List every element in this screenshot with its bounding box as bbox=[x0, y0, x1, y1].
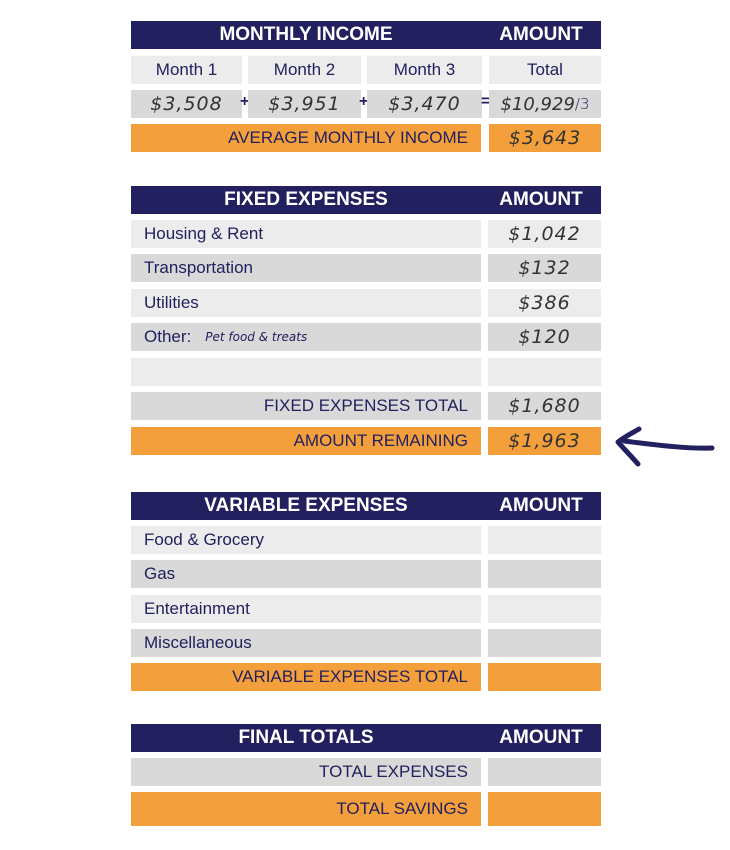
variable-item-gas: Gas bbox=[131, 560, 481, 588]
fixed-amount-header: AMOUNT bbox=[481, 186, 601, 214]
fixed-value-housing[interactable]: $1,042 bbox=[488, 220, 601, 248]
month-1-label: Month 1 bbox=[131, 56, 242, 84]
fixed-item-transportation: Transportation bbox=[131, 254, 481, 282]
final-header: FINAL TOTALS bbox=[131, 724, 481, 752]
arrow-left-icon bbox=[615, 426, 715, 467]
average-income-value[interactable]: $3,643 bbox=[489, 124, 601, 152]
variable-item-food: Food & Grocery bbox=[131, 526, 481, 554]
plus-sign: + bbox=[240, 93, 250, 110]
final-amount-header: AMOUNT bbox=[481, 724, 601, 752]
variable-value-misc[interactable] bbox=[488, 629, 601, 657]
average-income-label: AVERAGE MONTHLY INCOME bbox=[131, 124, 481, 152]
fixed-item-utilities: Utilities bbox=[131, 289, 481, 317]
variable-amount-header: AMOUNT bbox=[481, 492, 601, 520]
variable-total-value[interactable] bbox=[488, 663, 601, 691]
amount-remaining-value[interactable]: $1,963 bbox=[488, 427, 601, 455]
plus-sign: + bbox=[359, 93, 369, 110]
other-label: Other: bbox=[144, 327, 192, 346]
income-header: MONTHLY INCOME bbox=[131, 21, 481, 49]
fixed-item-blank[interactable] bbox=[131, 358, 481, 386]
fixed-item-housing: Housing & Rent bbox=[131, 220, 481, 248]
fixed-value-other[interactable]: $120 bbox=[488, 323, 601, 351]
variable-value-gas[interactable] bbox=[488, 560, 601, 588]
month-2-label: Month 2 bbox=[248, 56, 361, 84]
fixed-value-transportation[interactable]: $132 bbox=[488, 254, 601, 282]
variable-item-entertainment: Entertainment bbox=[131, 595, 481, 623]
other-note[interactable]: Pet food & treats bbox=[205, 330, 308, 344]
variable-item-misc: Miscellaneous bbox=[131, 629, 481, 657]
variable-header: VARIABLE EXPENSES bbox=[131, 492, 481, 520]
income-amount-header: AMOUNT bbox=[481, 21, 601, 49]
fixed-total-label: FIXED EXPENSES TOTAL bbox=[131, 392, 481, 420]
fixed-value-blank[interactable] bbox=[488, 358, 601, 386]
total-savings-value[interactable] bbox=[488, 792, 601, 826]
equals-sign: = bbox=[481, 93, 491, 110]
total-expenses-value[interactable] bbox=[488, 758, 601, 786]
month-1-value[interactable]: $3,508 bbox=[131, 90, 242, 118]
fixed-item-other: Other: Pet food & treats bbox=[131, 323, 481, 351]
fixed-header: FIXED EXPENSES bbox=[131, 186, 481, 214]
divisor: /3 bbox=[574, 95, 590, 113]
month-3-value[interactable]: $3,470 bbox=[367, 90, 482, 118]
month-3-label: Month 3 bbox=[367, 56, 482, 84]
amount-remaining-label: AMOUNT REMAINING bbox=[131, 427, 481, 455]
total-savings-label: TOTAL SAVINGS bbox=[131, 792, 481, 826]
variable-value-entertainment[interactable] bbox=[488, 595, 601, 623]
total-expenses-label: TOTAL EXPENSES bbox=[131, 758, 481, 786]
fixed-total-value[interactable]: $1,680 bbox=[488, 392, 601, 420]
total-sum: $10,929 bbox=[500, 93, 575, 115]
variable-total-label: VARIABLE EXPENSES TOTAL bbox=[131, 663, 481, 691]
fixed-value-utilities[interactable]: $386 bbox=[488, 289, 601, 317]
total-value[interactable]: $10,929/3 bbox=[489, 90, 601, 118]
month-2-value[interactable]: $3,951 bbox=[248, 90, 361, 118]
variable-value-food[interactable] bbox=[488, 526, 601, 554]
total-label: Total bbox=[489, 56, 601, 84]
